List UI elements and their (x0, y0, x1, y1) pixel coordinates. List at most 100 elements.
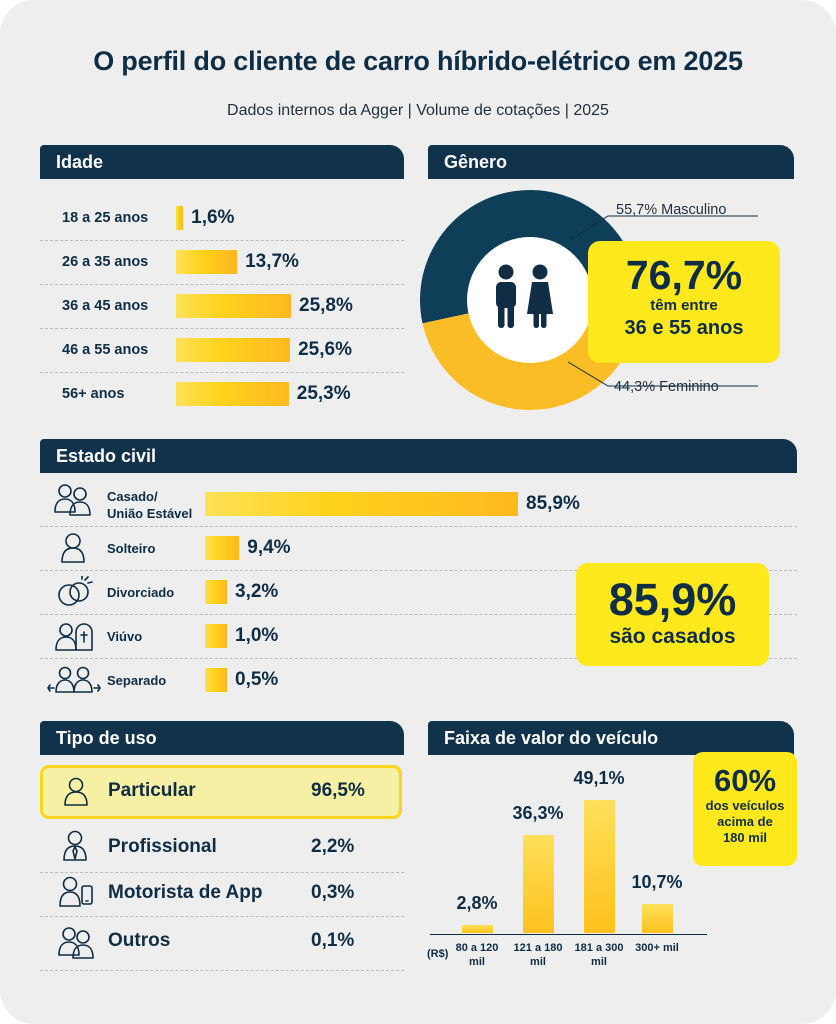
tipo-uso-row-divider (40, 916, 404, 917)
particular-highlight (40, 765, 402, 819)
faixa-bar (461, 925, 493, 933)
estado-civil-row-divider (40, 526, 797, 527)
genero-header: Gênero (428, 145, 794, 179)
person-icon (61, 533, 85, 563)
genero-donut-chart (420, 190, 758, 410)
estado-civil-value-label: 85,9% (526, 493, 580, 514)
faixa-valor-header: Faixa de valor do veículo (428, 721, 794, 755)
tipo-uso-value-label: 96,5% (311, 780, 365, 801)
faixa-category-line1: 80 a 120 (455, 942, 499, 954)
idade-header: Idade (40, 145, 404, 179)
driver-phone-icon (59, 876, 93, 907)
tipo-uso-row-divider (40, 970, 404, 971)
idade-bar (176, 250, 238, 274)
faixa-category-label: 80 a 120 mil (437, 941, 517, 969)
estado-civil-row-label: Solteiro (107, 541, 156, 556)
person-icon (64, 777, 88, 806)
estado-civil-row-divider (40, 614, 797, 615)
estado-civil-bar (205, 492, 518, 516)
faixa-callout-line2: acima de (717, 814, 773, 829)
tipo-uso-row-label: Motorista de App (108, 882, 263, 903)
faixa-category-line2: mil (530, 956, 546, 968)
idade-row-label: 36 a 45 anos (62, 298, 149, 314)
tipo-uso-row-label: Outros (108, 930, 171, 951)
idade-value-label: 25,8% (299, 295, 353, 316)
faixa-callout-value: 60% (713, 763, 777, 798)
idade-row-divider (40, 328, 404, 329)
idade-row-label: 46 a 55 anos (62, 342, 149, 358)
idade-bar (176, 338, 291, 362)
estado-civil-callout: 85,9% são casados (576, 563, 769, 666)
genero-callout: 76,7% têm entre 36 e 55 anos (588, 241, 780, 363)
person-tombstone-icon (55, 623, 93, 651)
faixa-value-label: 36,3% (512, 802, 564, 823)
idade-bar (176, 294, 291, 318)
tipo-uso-row-divider (40, 872, 404, 873)
faixa-callout-line3: 180 mil (722, 830, 768, 845)
faixa-value-label: 10,7% (631, 872, 683, 893)
faixa-category-label: 300+ mil (635, 942, 679, 954)
estado-civil-row-label: Separado (107, 673, 167, 688)
page-subtitle: Dados internos da Agger | Volume de cota… (227, 102, 609, 119)
faixa-axis-line (430, 934, 707, 935)
faixa-callout: 60% dos veículos acima de 180 mil (693, 752, 797, 866)
faixa-category-line1: 181 a 300 (574, 942, 624, 954)
tipo-uso-row-label: Particular (108, 780, 196, 801)
estado-civil-value-label: 3,2% (235, 581, 279, 602)
genero-callout-line2: 36 e 55 anos (624, 317, 744, 339)
genero-callout-value: 76,7% (625, 252, 743, 298)
tipo-uso-header: Tipo de uso (40, 721, 404, 755)
estado-civil-bar (205, 536, 240, 560)
idade-value-label: 13,7% (245, 251, 299, 272)
faixa-category-line1: 121 a 180 (513, 942, 563, 954)
idade-bar (176, 206, 184, 230)
idade-bar (176, 382, 289, 406)
idade-value-label: 25,6% (298, 339, 352, 360)
estado-civil-value-label: 0,5% (235, 669, 279, 690)
masculino-label: 55,7% Masculino (616, 202, 727, 218)
estado-civil-row-divider (40, 570, 797, 571)
estado-civil-callout-value: 85,9% (608, 574, 737, 625)
separated-couple-icon (47, 666, 101, 693)
page-title: O perfil do cliente de carro híbrido-elé… (93, 46, 743, 76)
estado-civil-value-label: 1,0% (235, 625, 279, 646)
idade-row-divider (40, 240, 404, 241)
estado-civil-bar (205, 624, 227, 648)
feminino-leader-line (567, 361, 758, 387)
tipo-uso-value-label: 0,3% (311, 882, 355, 903)
broken-rings-icon (58, 576, 93, 606)
faixa-bar (583, 800, 615, 933)
faixa-value-label: 2,8% (456, 893, 498, 914)
faixa-callout-line1: dos veículos (705, 798, 785, 813)
masculino-leader-line (569, 215, 758, 241)
idade-row-label: 26 a 35 anos (62, 254, 149, 270)
faixa-category-line2: mil (469, 956, 485, 968)
professional-icon (63, 830, 87, 861)
estado-civil-value-label: 9,4% (247, 537, 291, 558)
faixa-value-label: 49,1% (573, 768, 625, 788)
feminino-label: 44,3% Feminino (614, 379, 719, 395)
faixa-category-label: 121 a 180 mil (498, 941, 578, 969)
faixa-category-label: 181 a 300 mil (559, 941, 639, 969)
idade-row-label: 18 a 25 anos (62, 210, 149, 226)
faixa-bar (641, 904, 673, 933)
estado-civil-header: Estado civil (40, 439, 797, 473)
idade-row-divider (40, 284, 404, 285)
faixa-axis-prefix: (R$) (427, 948, 449, 960)
estado-civil-row-label: Viúvo (107, 629, 143, 644)
genero-callout-line1: têm entre (650, 297, 718, 314)
group-icon (58, 927, 94, 959)
tipo-uso-value-label: 2,2% (311, 836, 355, 857)
estado-civil-callout-text: são casados (609, 625, 736, 648)
faixa-bar (522, 834, 554, 933)
idade-row-label: 56+ anos (62, 386, 125, 402)
idade-row-divider (40, 372, 404, 373)
estado-civil-row-label-line2: União Estável (107, 506, 193, 521)
male-female-icon (496, 264, 553, 328)
couple-icon (54, 484, 91, 516)
estado-civil-row-label: Casado/ (107, 489, 158, 504)
estado-civil-bar (205, 668, 227, 692)
estado-civil-row-divider (40, 658, 797, 659)
tipo-uso-value-label: 0,1% (311, 930, 355, 951)
idade-value-label: 25,3% (296, 383, 351, 404)
